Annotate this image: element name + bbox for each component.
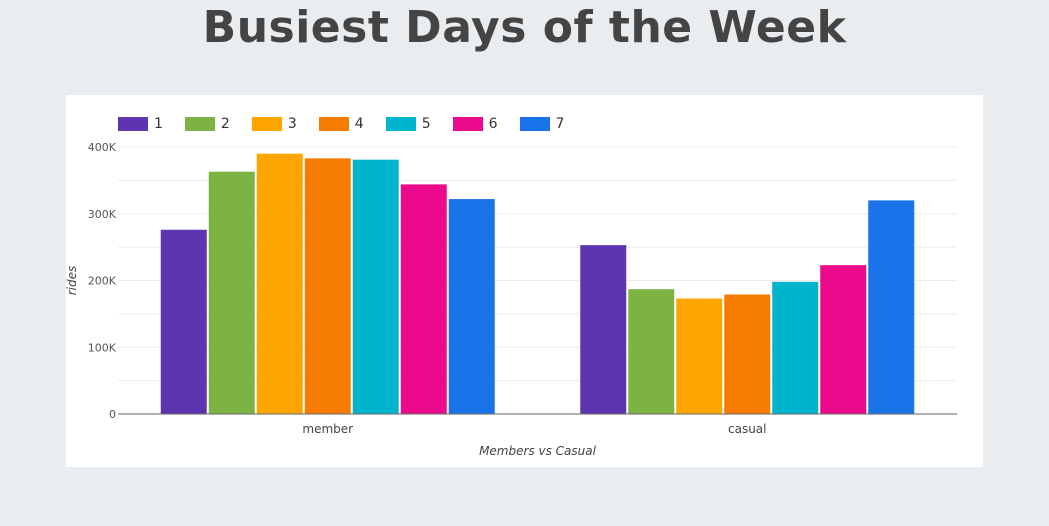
bar-casual-1 [580,245,627,414]
bar-casual-3 [676,298,723,414]
bar-casual-7 [868,200,915,414]
y-tick-label: 400K [88,141,117,154]
legend-swatch [519,117,550,131]
bar-member-5 [352,159,399,414]
legend-swatch [251,117,282,131]
chart-card: 1 2 3 4 5 6 7 0 100K 200K 300K 400K member casual Mem… [66,95,983,467]
legend-swatch [184,117,215,131]
legend-label: 7 [555,116,565,132]
legend-label: 6 [488,116,498,132]
legend-item-4: 4 [318,116,364,132]
legend-swatch [318,117,349,131]
y-tick-label: 0 [109,408,116,421]
bar-chart: 0 100K 200K 300K 400K member casual Members vs … [66,141,957,458]
y-axis-title: rides [66,266,79,296]
legend-item-5: 5 [385,116,431,132]
y-tick-label: 300K [88,208,117,221]
y-tick-label: 100K [88,341,117,354]
bar-member-1 [160,229,207,414]
legend-label: 1 [154,116,163,132]
x-axis-title: Members vs Casual [479,444,597,458]
bar-member-4 [304,158,351,414]
legend-swatch [385,117,416,131]
chart-legend: 1 2 3 4 5 6 7 [118,116,586,132]
legend-label: 5 [421,116,431,132]
x-tick-label: member [302,422,353,436]
bar-casual-4 [724,294,771,414]
page-title: Busiest Days of the Week [202,2,847,53]
legend-swatch [452,117,483,131]
legend-item-2: 2 [184,116,230,132]
legend-item-6: 6 [452,116,498,132]
legend-label: 2 [220,116,230,132]
x-tick-label: casual [728,422,767,436]
legend-label: 4 [354,116,364,132]
y-tick-label: 200K [88,275,117,288]
bar-member-3 [256,153,303,415]
legend-label: 3 [287,116,297,132]
bar-casual-6 [820,265,867,414]
bar-member-2 [208,171,255,414]
legend-item-7: 7 [519,116,565,132]
bar-member-7 [448,199,495,414]
legend-swatch [118,117,148,131]
bar-member-6 [400,184,447,414]
legend-item-1: 1 [118,116,163,132]
bar-casual-5 [772,281,819,414]
legend-item-3: 3 [251,116,297,132]
bar-casual-2 [628,289,675,414]
